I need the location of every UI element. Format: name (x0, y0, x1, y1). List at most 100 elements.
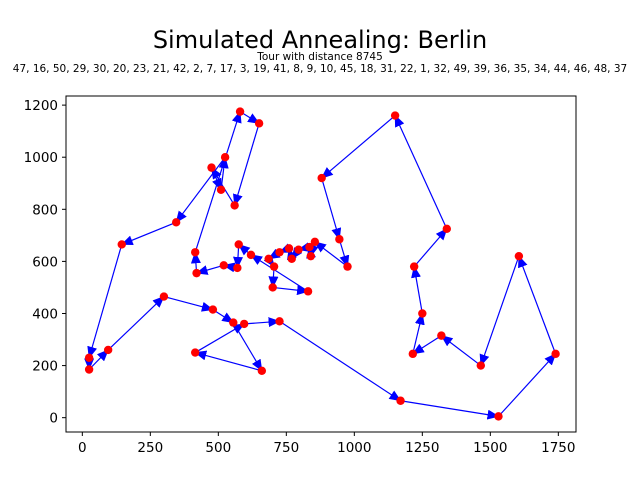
city-point (219, 261, 228, 270)
x-tick-label: 0 (78, 440, 87, 456)
tour-edge-arrow (412, 312, 425, 354)
y-tick-label: 0 (49, 411, 58, 427)
city-point (294, 245, 303, 254)
chart-title: Simulated Annealing: Berlin (153, 26, 487, 54)
chart-subtitle: Tour with distance 8745 (256, 51, 383, 63)
x-tick-label: 500 (205, 440, 231, 456)
tour-edge-arrow (88, 349, 109, 370)
tour-edges (84, 110, 557, 420)
city-point (305, 242, 314, 252)
city-point (268, 283, 277, 292)
city-point (159, 292, 169, 301)
city-point (442, 224, 451, 234)
tour-edge-arrow (320, 115, 396, 179)
city-point (284, 244, 294, 253)
y-tick-label: 800 (32, 202, 58, 218)
city-point (208, 305, 218, 314)
city-point (264, 254, 273, 263)
tour-edge-arrow (479, 255, 520, 367)
x-tick-label: 250 (137, 440, 163, 456)
y-tick-label: 200 (32, 359, 58, 375)
city-point (476, 361, 485, 370)
city-point (335, 235, 344, 244)
city-point (418, 309, 427, 318)
tour-edge-arrow (338, 239, 350, 268)
city-point (84, 365, 94, 374)
city-point (103, 345, 113, 355)
tour-edge-arrow (163, 295, 214, 312)
city-point (287, 254, 296, 263)
tour-edge-arrow (314, 241, 348, 268)
city-point (408, 349, 417, 359)
tour-edge-arrow (87, 244, 123, 359)
city-point (390, 111, 400, 120)
tour-edge-arrow (244, 317, 281, 328)
city-point (230, 201, 239, 210)
y-tick-label: 1000 (24, 150, 58, 166)
tour-edge-arrow (218, 156, 229, 190)
tour-edge-arrow (194, 350, 262, 372)
tour-edge-arrow (175, 156, 226, 224)
city-point (303, 287, 313, 296)
tour-edge-arrow (120, 221, 177, 246)
tour-edge-arrow (321, 177, 342, 241)
tour-edge-arrow (440, 335, 482, 367)
city-point (216, 185, 226, 194)
city-point (317, 173, 326, 183)
city-point (207, 163, 216, 172)
tour-edge-arrow (498, 353, 557, 417)
city-point (409, 262, 419, 271)
city-point (551, 349, 560, 359)
city-point (191, 248, 200, 257)
x-axis: 0 250 500 750 1000 1250 1500 1750 (78, 432, 575, 456)
tour-edge-arrow (194, 323, 246, 354)
tour-edge-arrow (272, 285, 310, 296)
city-point (171, 218, 181, 227)
tour-edge-arrow (413, 228, 448, 267)
city-point (254, 119, 264, 128)
city-point (437, 331, 446, 340)
plot-area-frame (65, 95, 577, 433)
y-axis: 0 200 400 600 800 1000 1200 (24, 98, 66, 427)
tour-edge-arrow (279, 320, 402, 402)
tour-order-text: 47, 16, 50, 29, 30, 20, 23, 21, 42, 2, 7… (13, 63, 627, 75)
tour-edge-arrow (107, 295, 165, 351)
city-point (275, 248, 284, 257)
city-point (257, 366, 267, 375)
city-point (343, 262, 352, 271)
city-point (514, 251, 524, 261)
city-point (235, 107, 245, 116)
y-tick-label: 600 (32, 254, 58, 270)
city-point (396, 396, 405, 405)
city-point (239, 319, 249, 329)
tour-edge-arrow (250, 254, 309, 292)
city-points (84, 107, 560, 421)
x-tick-label: 1000 (337, 440, 371, 456)
city-point (246, 250, 256, 260)
tour-edge-arrow (411, 335, 442, 355)
city-point (269, 262, 279, 271)
city-point (234, 240, 243, 249)
city-point (117, 240, 126, 249)
tour-edge-arrow (394, 114, 448, 230)
x-tick-label: 1750 (541, 440, 575, 456)
city-point (306, 251, 315, 261)
tour-edge-arrow (195, 264, 224, 275)
city-point (229, 318, 238, 327)
city-point (310, 237, 320, 247)
city-point (191, 348, 200, 357)
x-tick-label: 1250 (405, 440, 439, 456)
y-tick-label: 400 (32, 306, 58, 322)
city-point (233, 263, 242, 273)
city-point (220, 153, 230, 162)
city-point (84, 353, 94, 362)
tour-edge-arrow (411, 265, 423, 314)
tour-edge-arrow (518, 255, 557, 355)
tour-edge-arrow (232, 123, 260, 207)
x-tick-label: 1500 (473, 440, 507, 456)
city-point (494, 412, 503, 421)
x-tick-label: 750 (273, 440, 299, 456)
tour-edge-arrow (194, 110, 242, 253)
city-point (275, 317, 284, 326)
